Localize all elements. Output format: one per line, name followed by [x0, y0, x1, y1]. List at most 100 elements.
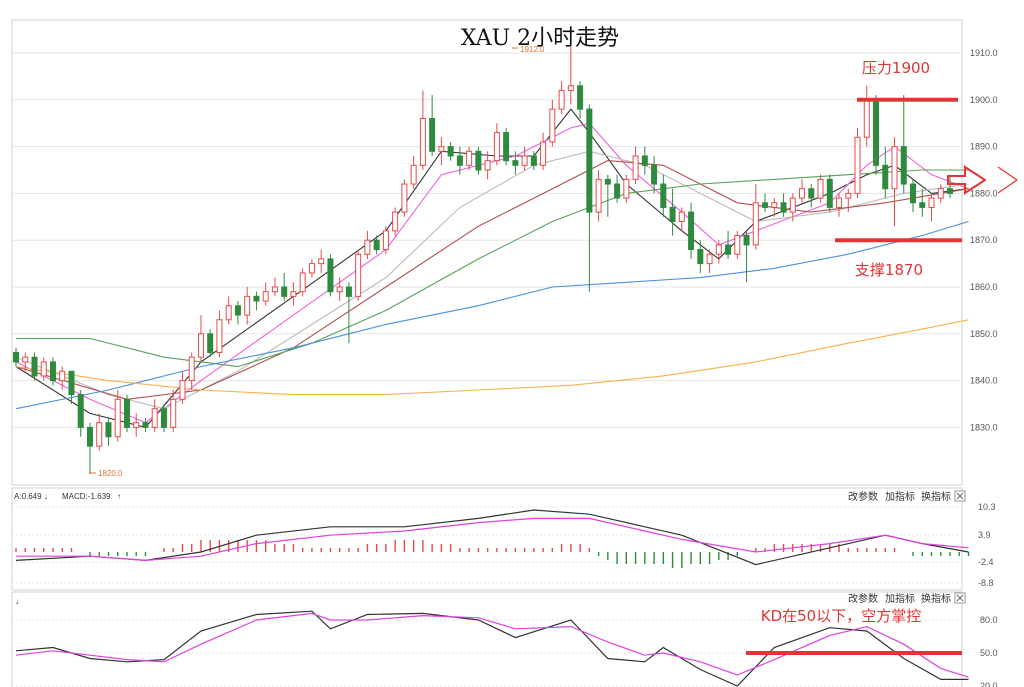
candle-body: [947, 188, 953, 194]
kd-k-line: [15, 610, 969, 687]
kd-edit-params-button[interactable]: 改参数: [848, 592, 878, 605]
macd-legend-arrow: ↑: [117, 492, 121, 501]
candle-body: [114, 398, 121, 438]
macd-edit-params-button[interactable]: 改参数: [848, 490, 878, 503]
candle-body: [845, 192, 852, 199]
price-tick-label: 1870.0: [970, 235, 998, 245]
moving-average-line: [15, 108, 969, 429]
candle-body: [891, 146, 898, 190]
candle-body: [697, 249, 704, 265]
candle-body: [336, 286, 343, 293]
candle-body: [882, 164, 889, 190]
candle-body: [207, 333, 214, 354]
candle-body: [373, 239, 380, 251]
candle-body: [651, 164, 658, 185]
candle-body: [808, 188, 815, 199]
candle-body: [216, 319, 223, 354]
resistance-label: 压力1900: [862, 59, 930, 77]
candle-body: [392, 211, 399, 232]
candle-body: [780, 202, 787, 213]
kd-switch-indicator-button[interactable]: 换指标: [921, 592, 951, 605]
main-price-panel: 1830.0 1840.0 1850.0 1860.0 1870.0 1880.0 1890…: [11, 19, 998, 486]
candle-body: [623, 178, 630, 199]
price-tick-label: 1900.0: [970, 95, 998, 105]
candle-body: [327, 258, 334, 293]
candle-body: [197, 333, 204, 358]
kd-close-icon[interactable]: [954, 592, 966, 604]
candle-body: [586, 108, 593, 213]
chart-title: XAU 2小时走势: [461, 26, 619, 51]
candle-body: [253, 295, 260, 302]
candle-body: [641, 155, 648, 166]
candle-body: [604, 178, 611, 185]
price-tick-label: 1910.0: [970, 48, 998, 58]
moving-average-line: [15, 160, 969, 400]
candle-body: [540, 141, 547, 166]
candle-body: [512, 160, 519, 166]
candle-body: [928, 197, 935, 208]
candle-body: [854, 136, 861, 194]
candle-body: [429, 118, 436, 152]
candle-body: [133, 422, 140, 428]
candle-body: [170, 398, 177, 428]
candle-body: [262, 291, 269, 302]
price-tick-label: 1850.0: [970, 329, 998, 339]
price-tick-label: 1860.0: [970, 282, 998, 292]
candle-body: [308, 263, 315, 274]
macd-tick-label: -8.8: [978, 578, 994, 588]
candle-body: [771, 202, 778, 208]
candle-body: [789, 197, 796, 213]
candle-body: [13, 352, 19, 363]
price-tick-label: 1830.0: [970, 422, 998, 432]
low-marker-label: 1820.0: [98, 469, 123, 478]
macd-close-icon[interactable]: [954, 490, 966, 502]
candle-body: [419, 118, 426, 166]
candle-body: [410, 164, 417, 185]
candle-body: [475, 150, 482, 171]
candle-body: [549, 108, 556, 143]
macd-tick-label: 3.9: [978, 530, 991, 540]
macd-panel-frame: [11, 487, 963, 591]
candle-body: [558, 89, 565, 110]
candle-body: [688, 211, 695, 251]
candle-body: [68, 370, 75, 396]
candle-body: [577, 85, 584, 110]
kd-add-indicator-button[interactable]: 加指标: [885, 592, 915, 605]
candle-body: [873, 99, 880, 166]
candle-body: [937, 188, 944, 199]
macd-dif-line: [15, 509, 969, 566]
macd-dea-line: [16, 517, 969, 562]
moving-average-line: [15, 220, 969, 410]
candle-body: [734, 235, 741, 255]
candle-body: [595, 178, 602, 213]
candle-body: [77, 394, 84, 428]
candle-body: [22, 356, 29, 363]
kd-annotation-label: KD在50以下，空方掌控: [761, 607, 921, 625]
price-tick-label: 1890.0: [970, 142, 998, 152]
candle-body: [40, 361, 47, 377]
candle-body: [632, 155, 639, 180]
candle-body: [345, 286, 352, 297]
candle-body: [725, 244, 732, 255]
candle-body: [752, 202, 759, 246]
candle-body: [466, 150, 473, 166]
candle-body: [105, 422, 112, 438]
candle-body: [290, 291, 297, 297]
macd-add-indicator-button[interactable]: 加指标: [885, 490, 915, 503]
support-label: 支撑1870: [855, 261, 923, 279]
candle-body: [447, 146, 454, 157]
candle-body: [503, 132, 510, 162]
candle-body: [678, 211, 685, 222]
price-tick-label: 1880.0: [970, 188, 998, 198]
macd-switch-indicator-button[interactable]: 换指标: [921, 490, 951, 503]
candle-body: [225, 305, 232, 321]
candle-body: [669, 206, 676, 222]
candle-body: [456, 155, 463, 166]
candle-body: [530, 155, 537, 166]
candle-body: [660, 183, 667, 208]
candle-body: [910, 183, 917, 204]
candle-body: [382, 230, 389, 251]
candle-body: [836, 197, 843, 208]
moving-average-line: [16, 169, 969, 368]
